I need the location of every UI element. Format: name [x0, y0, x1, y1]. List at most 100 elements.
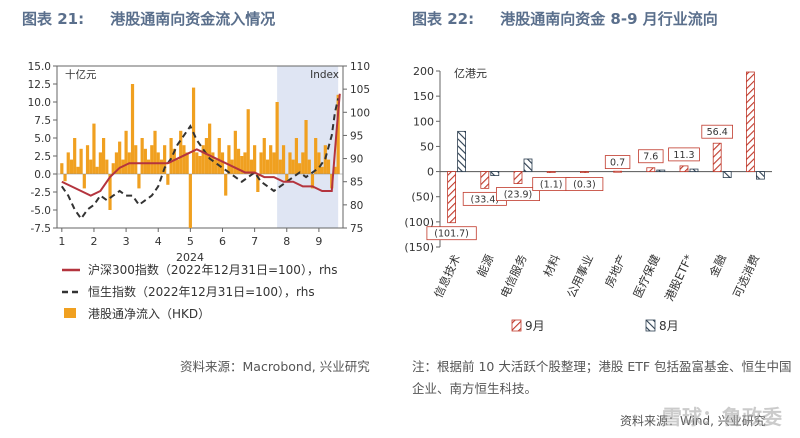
bar-sep	[679, 165, 689, 172]
y-left-unit: 十亿元	[65, 68, 97, 81]
legend-sep-swatch	[511, 319, 522, 332]
legend-label: 港股通净流入（HKD）	[88, 307, 210, 321]
category-label: 可选消费	[730, 252, 762, 300]
flow-bar	[236, 148, 241, 174]
flow-bar	[294, 138, 299, 174]
x-tick-label: 9	[315, 235, 322, 248]
flow-bar	[140, 138, 144, 174]
flow-bar	[240, 156, 244, 174]
flow-bar	[246, 109, 250, 174]
category-label: 电信服务	[498, 252, 530, 300]
flow-bar	[69, 159, 74, 174]
flow-bar	[249, 159, 254, 174]
flow-bar	[198, 156, 202, 174]
flow-bar	[278, 159, 282, 174]
y-right-tick-label: 100	[350, 107, 370, 119]
flow-bar	[108, 174, 112, 210]
x-tick-label: 4	[155, 235, 162, 248]
flow-bar	[134, 145, 138, 174]
bar-sep	[480, 171, 490, 189]
flow-bar	[182, 145, 186, 174]
flow-bar	[323, 145, 327, 174]
y-right-tick-label: 110	[350, 61, 370, 73]
flow-bar	[243, 152, 247, 174]
flow-bar	[79, 148, 83, 174]
legend-aug-swatch	[645, 319, 656, 332]
flow-bar	[227, 145, 231, 174]
flow-bar	[95, 166, 99, 174]
flow-bar	[111, 163, 115, 174]
flow-bar	[143, 148, 147, 174]
flow-bar	[124, 130, 128, 174]
flow-bar	[85, 145, 90, 174]
flow-bar	[307, 159, 311, 174]
flow-bar	[265, 159, 270, 174]
flow-bar	[275, 102, 279, 174]
flow-bar	[214, 159, 218, 174]
y-left-tick-label: 5.0	[34, 133, 51, 145]
left-chart-title: 图表 21: 港股通南向资金流入情况	[22, 10, 276, 28]
legend-label: 沪深300指数（2022年12月31日=100），rhs	[88, 262, 338, 277]
flow-bar	[314, 138, 318, 174]
y-right-tick-label: 90	[350, 154, 363, 166]
category-label: 材料	[541, 252, 564, 279]
y-right-unit: Index	[310, 69, 339, 81]
flow-bar	[269, 145, 273, 174]
category-label: 公用事业	[564, 252, 596, 300]
y-left-tick-label: -2.5	[31, 187, 52, 199]
data-label-box	[668, 147, 700, 162]
flow-bar	[217, 138, 221, 174]
legend-flow-swatch	[64, 308, 76, 318]
bar-sep	[646, 167, 656, 172]
bar-aug	[756, 171, 765, 180]
flow-bar	[259, 152, 263, 174]
flow-bar	[336, 94, 340, 174]
flow-bar	[208, 123, 212, 174]
flow-bar	[204, 138, 209, 174]
legend-aug-label: 8月	[659, 319, 679, 333]
flow-bar	[137, 174, 141, 189]
bar-sep	[580, 171, 589, 173]
y-right-tick-label: 85	[350, 177, 363, 189]
category-label: 信息技术	[431, 252, 463, 300]
y-tick-label: 200	[413, 65, 434, 78]
hsi-line	[60, 98, 340, 221]
bar-sep	[613, 170, 622, 173]
y-tick-label: (50)	[411, 191, 434, 204]
x-tick-label: 7	[251, 235, 258, 248]
category-label: 金融	[707, 252, 730, 279]
right-chart: 200 150 100 50 0 (50) (100) (150) 亿港元信息技术 能源 电信服务材…	[404, 65, 772, 333]
flow-bar	[63, 174, 67, 182]
data-label: 11.3	[673, 150, 694, 161]
y-unit: 亿港元	[454, 67, 487, 80]
y-tick-label: 50	[420, 140, 434, 153]
data-label: (0.3)	[573, 180, 596, 191]
bar-sep	[546, 171, 556, 173]
flow-bar	[288, 152, 292, 174]
y-left-tick-label: -5.0	[31, 205, 52, 217]
flow-bar	[118, 141, 122, 174]
flow-bar	[317, 152, 321, 174]
data-label-box	[604, 155, 631, 169]
right-note: 注：根据前 10 大活跃个股整理；港股 ETF 包括盈富基金、恒生中国企业、南方…	[412, 359, 792, 396]
flow-bar	[262, 138, 266, 174]
category-label: 房地产	[602, 252, 629, 289]
x-tick-label: 1	[58, 235, 65, 248]
bar-aug	[523, 158, 533, 172]
y-tick-label: (100)	[404, 216, 434, 229]
flow-bar	[188, 174, 192, 228]
category-label: 港股ETF*	[662, 252, 696, 303]
left-source-note: 资料来源：Macrobond, 兴业研究	[180, 359, 370, 374]
flow-bar	[211, 152, 215, 174]
y-tick-label: 0	[427, 166, 434, 179]
csi300-line	[61, 93, 341, 197]
watermark: 雪球：鲁政委	[662, 405, 782, 429]
flow-bar	[60, 163, 64, 174]
data-label: (33.4)	[471, 194, 500, 205]
flow-bar	[101, 138, 106, 174]
flow-bar	[89, 159, 93, 174]
flow-bar	[150, 145, 154, 174]
data-label: (1.1)	[540, 180, 563, 191]
flow-bar	[76, 166, 80, 174]
